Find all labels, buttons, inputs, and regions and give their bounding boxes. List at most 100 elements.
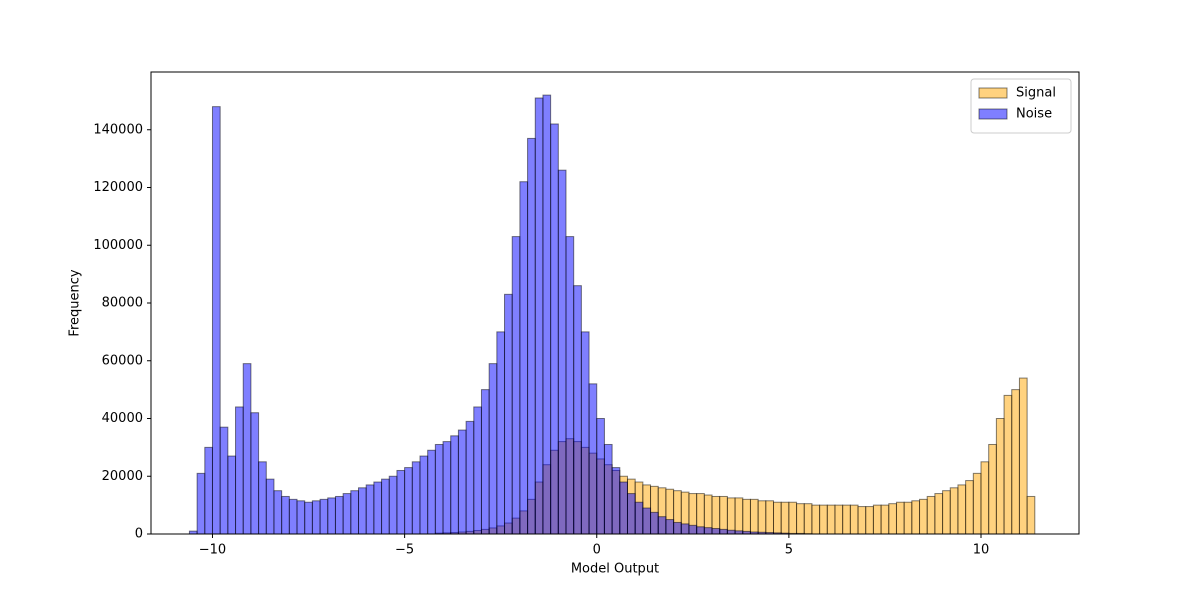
histogram-bar bbox=[650, 511, 659, 535]
histogram-bar bbox=[780, 501, 790, 535]
histogram-bar bbox=[849, 504, 859, 535]
histogram-bar bbox=[995, 418, 1005, 535]
histogram-bar bbox=[296, 500, 306, 535]
histogram-bar bbox=[273, 490, 283, 535]
histogram-bar bbox=[588, 383, 598, 535]
histogram-bar bbox=[619, 481, 628, 535]
x-tick-label: 10 bbox=[973, 543, 990, 558]
histogram-bar bbox=[696, 526, 705, 535]
y-tick-label: 0 bbox=[135, 527, 143, 542]
histogram-bar bbox=[557, 169, 567, 535]
y-tick-label: 120000 bbox=[93, 180, 143, 195]
histogram-bar bbox=[327, 497, 336, 535]
histogram-bar bbox=[450, 435, 459, 535]
histogram-bar bbox=[434, 443, 444, 535]
histogram-bar bbox=[988, 443, 997, 535]
histogram-bar bbox=[473, 406, 482, 535]
histogram-bar bbox=[411, 461, 421, 535]
histogram-bar bbox=[480, 389, 490, 535]
histogram-bar bbox=[665, 519, 675, 535]
histogram-bar bbox=[757, 500, 767, 535]
x-tick-label: 5 bbox=[785, 543, 793, 558]
y-tick-label: 20000 bbox=[102, 469, 143, 484]
legend-swatch bbox=[978, 108, 1008, 120]
y-tick-label: 140000 bbox=[93, 122, 143, 137]
histogram-bar bbox=[942, 490, 951, 535]
histogram-bar bbox=[934, 493, 944, 535]
histogram-bar bbox=[580, 331, 590, 535]
legend-label: Signal bbox=[1016, 86, 1056, 101]
histogram-bar bbox=[1011, 389, 1020, 535]
histogram-bar bbox=[381, 478, 390, 535]
histogram-bar bbox=[527, 137, 536, 535]
histogram-bar bbox=[427, 449, 436, 535]
histogram-bar bbox=[388, 475, 398, 535]
histogram-bar bbox=[350, 490, 360, 535]
x-tick-label: 0 bbox=[593, 543, 601, 558]
histogram-bar bbox=[204, 446, 213, 535]
histogram-bar bbox=[872, 504, 882, 535]
histogram-bar bbox=[719, 495, 728, 535]
histogram-bar bbox=[972, 472, 982, 535]
x-tick-label: −5 bbox=[395, 543, 414, 558]
histogram-bar bbox=[227, 455, 237, 535]
histogram-bar bbox=[496, 331, 506, 535]
histogram-bar bbox=[573, 285, 582, 535]
histogram-bar bbox=[611, 467, 621, 535]
histogram-bar bbox=[911, 500, 921, 535]
histogram-bar bbox=[857, 506, 867, 535]
y-tick-label: 80000 bbox=[102, 296, 143, 311]
histogram-bar bbox=[834, 504, 844, 535]
histogram-bar bbox=[642, 507, 652, 535]
histogram-bar bbox=[842, 504, 851, 535]
y-tick-label: 60000 bbox=[102, 353, 143, 368]
histogram-bar bbox=[242, 363, 252, 535]
plot-frame bbox=[150, 71, 1080, 535]
histogram-bar bbox=[442, 441, 452, 535]
histogram-bar bbox=[419, 455, 429, 535]
histogram-bar bbox=[903, 501, 913, 535]
histogram-bar bbox=[342, 493, 352, 535]
histogram-bar bbox=[304, 501, 313, 535]
histogram-bar bbox=[250, 412, 260, 535]
histogram-bar bbox=[258, 461, 267, 535]
histogram-bar bbox=[742, 498, 751, 535]
histogram-bar bbox=[711, 528, 721, 535]
histogram-bar bbox=[396, 469, 406, 535]
histogram-bar bbox=[311, 500, 321, 535]
histogram-bar bbox=[734, 497, 744, 535]
histogram-bar bbox=[235, 406, 244, 535]
histogram-bar bbox=[504, 293, 513, 535]
x-tick-label: −10 bbox=[199, 543, 226, 558]
histogram-bar bbox=[965, 480, 974, 535]
histogram-bar bbox=[919, 498, 928, 535]
histogram-bar bbox=[219, 426, 229, 535]
histogram-bar bbox=[457, 429, 467, 535]
histogram-bar bbox=[680, 523, 690, 535]
histogram-bar bbox=[703, 527, 713, 535]
histogram-bar bbox=[1026, 495, 1036, 535]
histogram-bar bbox=[334, 495, 344, 535]
histogram-bar bbox=[565, 236, 575, 535]
histogram-bar bbox=[819, 504, 828, 535]
histogram-bar bbox=[773, 501, 782, 535]
y-axis-label: Frequency bbox=[68, 269, 83, 336]
histogram-bar bbox=[865, 506, 874, 535]
legend-label: Noise bbox=[1016, 107, 1052, 122]
histogram-bar bbox=[1003, 394, 1013, 535]
histogram-bar bbox=[265, 478, 275, 535]
histogram-bar bbox=[196, 472, 206, 535]
histogram-bar bbox=[980, 461, 990, 535]
histogram-bar bbox=[796, 503, 805, 535]
histogram-bar bbox=[534, 97, 544, 535]
y-tick-label: 100000 bbox=[93, 238, 143, 253]
x-axis-label: Model Output bbox=[571, 562, 659, 577]
histogram-bar bbox=[465, 420, 475, 535]
histogram-bar bbox=[511, 236, 521, 535]
histogram-bar bbox=[826, 504, 836, 535]
y-tick-label: 40000 bbox=[102, 411, 143, 426]
histogram-bar bbox=[926, 495, 936, 535]
histogram-bar bbox=[319, 498, 329, 535]
